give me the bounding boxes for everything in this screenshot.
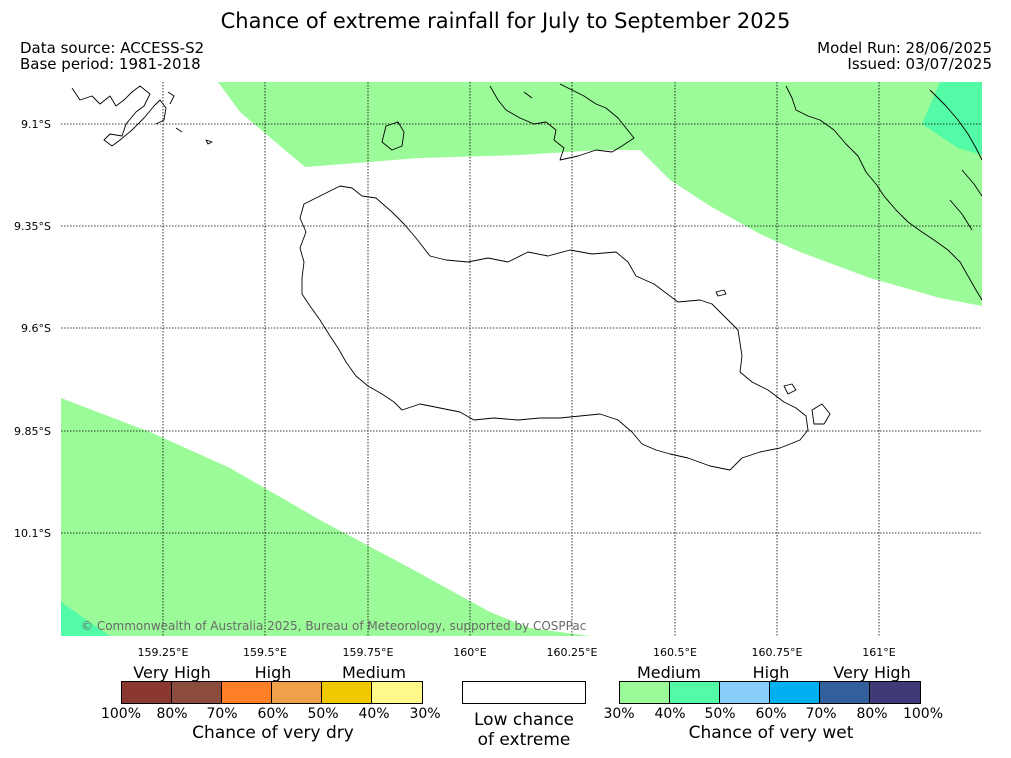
lon-label: 159.25°E xyxy=(138,646,189,659)
dry-swatch xyxy=(222,682,272,703)
lat-label: 9.35°S xyxy=(14,220,51,233)
dry-label-very-high: Very High xyxy=(133,663,211,682)
dry-label-high: High xyxy=(254,663,292,682)
lon-labels: 159.25°E 159.5°E 159.75°E 160°E 160.25°E… xyxy=(138,646,896,659)
coast-islet-east xyxy=(811,403,831,425)
lon-label: 159.5°E xyxy=(243,646,287,659)
lat-label: 10.1°S xyxy=(14,527,51,540)
coastlines xyxy=(71,83,982,471)
coast-savo xyxy=(381,121,405,151)
dry-pct: 50% xyxy=(307,706,339,722)
wet-label-very-high: Very High xyxy=(833,663,911,682)
dry-pct: 30% xyxy=(409,706,441,722)
meta-left: Data source: ACCESS-S2 Base period: 1981… xyxy=(20,40,204,72)
wet-swatch xyxy=(870,682,920,703)
map-frame xyxy=(61,82,982,636)
lon-label: 160.25°E xyxy=(547,646,598,659)
wet-pct: 80% xyxy=(856,706,888,722)
dry-pct: 70% xyxy=(206,706,238,722)
wet-pct: 40% xyxy=(654,706,686,722)
shading-high-northeast xyxy=(922,82,982,155)
shading-high-southwest xyxy=(61,602,110,636)
dry-label-medium: Medium xyxy=(342,663,406,682)
lon-label: 160.5°E xyxy=(653,646,697,659)
lon-label: 161°E xyxy=(862,646,895,659)
dry-swatch xyxy=(122,682,172,703)
coast-islet-small xyxy=(715,289,727,297)
dry-swatch xyxy=(372,682,422,703)
coast-eastern xyxy=(785,85,982,301)
wet-label-high: High xyxy=(752,663,790,682)
wet-legend-title: Chance of very wet xyxy=(688,723,854,743)
low-chance-swatch xyxy=(462,681,586,704)
lon-label: 160°E xyxy=(453,646,486,659)
wet-swatch xyxy=(670,682,720,703)
lat-labels: 9.1°S 9.35°S 9.6°S 9.85°S 10.1°S xyxy=(14,118,51,540)
wet-label-medium: Medium xyxy=(637,663,701,682)
coast-malaita xyxy=(489,83,635,161)
wet-pct: 70% xyxy=(805,706,837,722)
coast-guadalcanal xyxy=(299,185,809,471)
wet-swatch xyxy=(770,682,820,703)
wet-colorbar xyxy=(619,681,921,704)
dry-pct: 60% xyxy=(257,706,289,722)
dry-pct: 80% xyxy=(156,706,188,722)
shading-medium-southwest xyxy=(61,398,590,636)
lon-label: 160.75°E xyxy=(752,646,803,659)
issued-date: Issued: 03/07/2025 xyxy=(847,55,992,73)
dry-colorbar xyxy=(121,681,423,704)
dry-legend-title: Chance of very dry xyxy=(192,723,354,743)
shading-medium-north xyxy=(218,82,982,306)
lat-label: 9.1°S xyxy=(21,118,51,131)
map-title: Chance of extreme rainfall for July to S… xyxy=(220,9,791,33)
coast-islet-east2 xyxy=(783,383,797,395)
data-source: Data source: ACCESS-S2 xyxy=(20,39,205,57)
dry-swatch xyxy=(172,682,222,703)
low-chance-line1: Low chance xyxy=(474,710,574,730)
dry-pct: 40% xyxy=(358,706,390,722)
meta-right: Model Run: 28/06/2025 Issued: 03/07/2025 xyxy=(817,40,992,72)
wet-pct: 50% xyxy=(704,706,736,722)
wet-swatch xyxy=(720,682,770,703)
low-chance-line2: of extreme xyxy=(477,730,571,750)
wet-swatch xyxy=(820,682,870,703)
base-period: Base period: 1981-2018 xyxy=(20,55,201,73)
low-chance-label: Low chance of extreme xyxy=(454,710,594,750)
lat-label: 9.6°S xyxy=(21,322,51,335)
wet-swatch xyxy=(620,682,670,703)
lat-label: 9.85°S xyxy=(14,425,51,438)
dry-pct: 100% xyxy=(100,706,142,722)
wet-pct: 60% xyxy=(755,706,787,722)
wet-pct: 30% xyxy=(603,706,635,722)
copyright-notice: © Commonwealth of Australia 2025, Bureau… xyxy=(81,619,587,633)
model-run: Model Run: 28/06/2025 xyxy=(817,39,992,57)
graticule xyxy=(61,82,982,636)
lon-label: 159.75°E xyxy=(343,646,394,659)
dry-swatch xyxy=(272,682,322,703)
wet-pct: 100% xyxy=(902,706,944,722)
dry-swatch xyxy=(322,682,372,703)
coast-florida-islands xyxy=(71,85,213,147)
